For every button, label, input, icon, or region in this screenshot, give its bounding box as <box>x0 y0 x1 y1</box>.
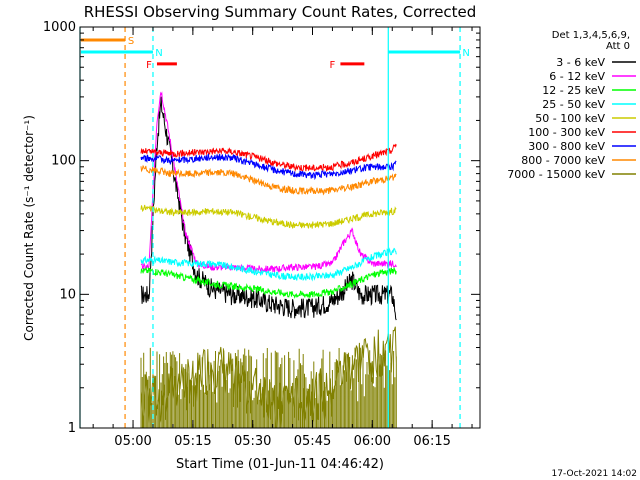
x-axis-label: Start Time (01-Jun-11 04:46:42) <box>176 457 384 472</box>
series-line-7 <box>140 164 397 196</box>
series-line-2 <box>140 266 397 299</box>
series-layer <box>140 91 397 429</box>
series-line-3 <box>140 247 397 282</box>
y-tick-label-2: 100 <box>51 154 76 169</box>
legend-header-line-0: Det 1,3,4,5,6,9, <box>552 30 630 41</box>
series-line-8 <box>140 326 397 429</box>
series-line-0 <box>140 96 397 321</box>
legend-label-1: 6 - 12 keV <box>549 70 605 83</box>
series-line-5 <box>140 143 397 173</box>
legend-label-8: 7000 - 15000 keV <box>507 168 605 181</box>
flag-label-0: S <box>128 36 134 47</box>
x-tick-label-0: 05:00 <box>114 434 151 449</box>
axis-layer: 05:00 05:15 05:30 05:45 06:00 06:15 1 10 100 1000 <box>43 20 480 449</box>
legend-label-7: 800 - 7000 keV <box>521 154 605 167</box>
series-line-6 <box>140 153 397 181</box>
chart-title: RHESSI Observing Summary Count Rates, Co… <box>84 3 477 21</box>
flag-label-3: F <box>146 60 152 71</box>
x-tick-label-5: 06:15 <box>413 434 450 449</box>
legend-label-2: 12 - 25 keV <box>542 84 605 97</box>
flag-label-2: N <box>462 48 469 59</box>
y-axis-label: Corrected Count Rate (s⁻¹ detector⁻¹) <box>22 115 36 341</box>
y-tick-label-0: 1 <box>68 421 76 436</box>
legend-header-line-1: Att 0 <box>606 41 630 52</box>
x-tick-label-3: 05:45 <box>294 434 331 449</box>
legend-label-0: 3 - 6 keV <box>556 56 605 69</box>
footer-timestamp: 17-Oct-2021 14:02 <box>552 469 637 479</box>
legend-label-5: 100 - 300 keV <box>528 126 605 139</box>
flag-label-1: N <box>155 48 162 59</box>
flag-label-4: F <box>330 60 336 71</box>
y-tick-label-1: 10 <box>59 287 76 302</box>
x-tick-label-1: 05:15 <box>174 434 211 449</box>
plot-frame <box>79 26 481 429</box>
x-tick-label-2: 05:30 <box>234 434 271 449</box>
y-tick-label-3: 1000 <box>43 20 76 35</box>
series-line-4 <box>140 204 397 229</box>
legend-label-4: 50 - 100 keV <box>535 112 605 125</box>
legend-label-3: 25 - 50 keV <box>542 98 605 111</box>
legend-label-6: 300 - 800 keV <box>528 140 605 153</box>
x-tick-label-4: 06:00 <box>354 434 391 449</box>
